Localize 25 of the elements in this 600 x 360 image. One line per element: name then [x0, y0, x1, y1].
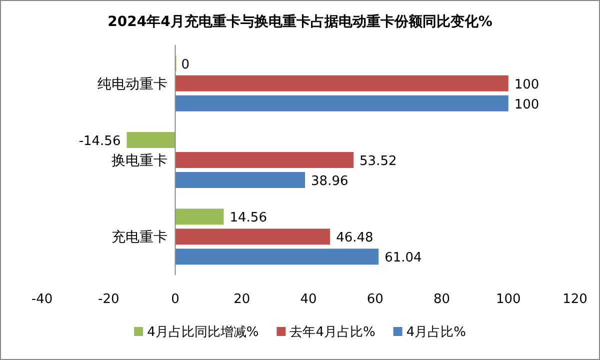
x-tick-label: -40 — [31, 292, 53, 307]
data-label: 100 — [514, 97, 540, 112]
x-tick-label: 80 — [433, 292, 450, 307]
x-tick-label: -20 — [98, 292, 120, 307]
data-label: 14.56 — [230, 210, 267, 226]
legend-label: 4月占比% — [406, 325, 466, 340]
x-tick-label: 0 — [171, 292, 180, 307]
data-label: 61.04 — [384, 250, 422, 266]
y-tick-label: 充电重卡 — [111, 230, 168, 246]
data-label: 0 — [181, 57, 190, 72]
data-label: 100 — [514, 77, 540, 92]
y-tick-label: 换电重卡 — [111, 153, 168, 169]
data-label: 53.52 — [360, 154, 397, 169]
x-tick-label: 100 — [496, 292, 521, 307]
legend-label: 去年4月占比% — [290, 325, 376, 340]
data-label: 38.96 — [311, 174, 348, 189]
x-tick-label: 20 — [234, 292, 250, 307]
chart-title: 2024年4月充电重卡与换电重卡占据电动重卡份额同比变化% — [108, 13, 492, 30]
legend-label: 4月占比同比增减% — [147, 325, 259, 340]
x-tick-label: 40 — [300, 292, 317, 307]
y-tick-label: 纯电动重卡 — [97, 76, 168, 92]
data-label: 46.48 — [336, 230, 374, 246]
x-tick-label: 120 — [562, 292, 588, 307]
data-label: -14.56 — [78, 134, 121, 149]
x-tick-label: 60 — [366, 292, 384, 307]
